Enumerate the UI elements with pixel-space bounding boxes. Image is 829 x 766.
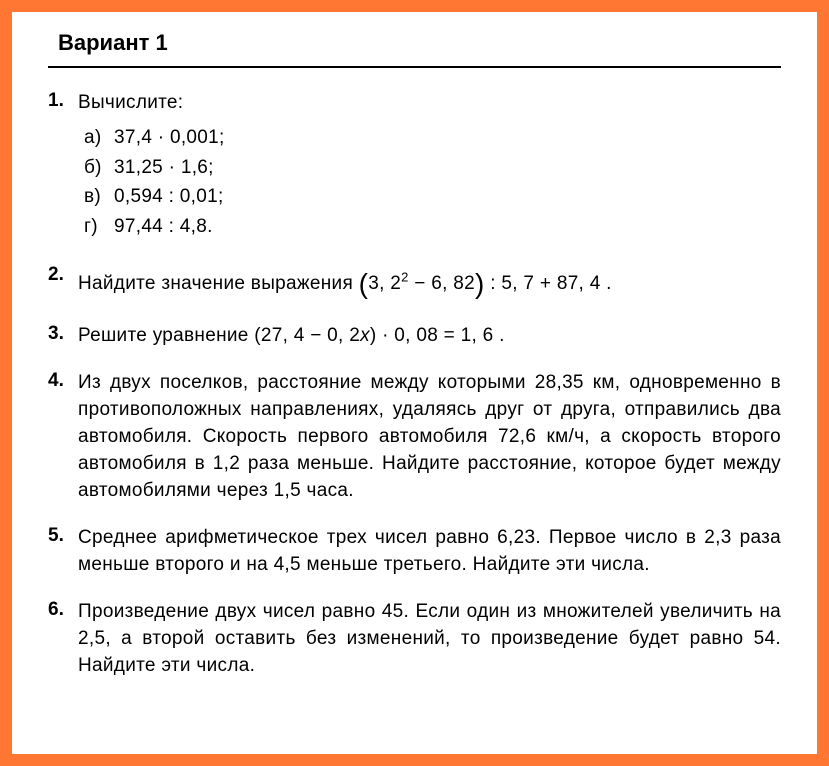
problem-number: 4. <box>48 370 78 505</box>
variable-x: x <box>360 325 370 346</box>
sub-item-a: а) 37,4 · 0,001; <box>84 125 225 151</box>
sub-content: 0,594 : 0,01; <box>114 184 224 210</box>
sub-items: а) 37,4 · 0,001; б) 31,25 · 1,6; в) 0,59… <box>78 125 225 240</box>
expr-fragment: (27, 4 − 0, 2 <box>254 325 360 346</box>
sub-item-g: г) 97,44 : 4,8. <box>84 214 225 240</box>
problem-3: 3. Решите уравнение (27, 4 − 0, 2x) · 0,… <box>48 323 781 350</box>
expr-fragment: − 6, 82 <box>409 273 475 294</box>
sub-item-b: б) 31,25 · 1,6; <box>84 155 225 181</box>
left-paren: ( <box>359 268 369 299</box>
expr-fragment: : 5, 7 + 87, 4 . <box>485 273 612 294</box>
problem-4: 4. Из двух поселков, расстояние между ко… <box>48 370 781 505</box>
sub-content: 37,4 · 0,001; <box>114 125 225 151</box>
problem-prompt: Вычислите: <box>78 90 225 117</box>
superscript: 2 <box>401 269 409 284</box>
problem-number: 3. <box>48 323 78 350</box>
problem-number: 1. <box>48 90 78 244</box>
problem-body: Решите уравнение (27, 4 − 0, 2x) · 0, 08… <box>78 323 505 350</box>
sub-label: в) <box>84 184 114 210</box>
variant-header: Вариант 1 <box>48 30 781 68</box>
expr-fragment: 3, 2 <box>368 273 401 294</box>
sub-label: а) <box>84 125 114 151</box>
text-fragment: Решите уравнение <box>78 325 254 346</box>
expr-fragment: ) · 0, 08 = 1, 6 . <box>370 325 505 346</box>
problem-6: 6. Произведение двух чисел равно 45. Есл… <box>48 599 781 680</box>
problem-body: Вычислите: а) 37,4 · 0,001; б) 31,25 · 1… <box>78 90 225 244</box>
sub-label: б) <box>84 155 114 181</box>
text-fragment: Найдите значение выражения <box>78 273 359 294</box>
sub-label: г) <box>84 214 114 240</box>
document-page: Вариант 1 1. Вычислите: а) 37,4 · 0,001;… <box>12 12 817 754</box>
problem-2: 2. Найдите значение выражения (3, 22 − 6… <box>48 264 781 304</box>
sub-item-v: в) 0,594 : 0,01; <box>84 184 225 210</box>
right-paren: ) <box>475 268 485 299</box>
problem-body: Из двух поселков, расстояние между котор… <box>78 370 781 505</box>
problem-1: 1. Вычислите: а) 37,4 · 0,001; б) 31,25 … <box>48 90 781 244</box>
problem-number: 2. <box>48 264 78 304</box>
problem-body: Найдите значение выражения (3, 22 − 6, 8… <box>78 264 612 304</box>
problem-number: 6. <box>48 599 78 680</box>
problem-body: Среднее арифметическое трех чисел равно … <box>78 525 781 579</box>
problem-body: Произведение двух чисел равно 45. Если о… <box>78 599 781 680</box>
sub-content: 97,44 : 4,8. <box>114 214 213 240</box>
sub-content: 31,25 · 1,6; <box>114 155 214 181</box>
problem-number: 5. <box>48 525 78 579</box>
problem-5: 5. Среднее арифметическое трех чисел рав… <box>48 525 781 579</box>
